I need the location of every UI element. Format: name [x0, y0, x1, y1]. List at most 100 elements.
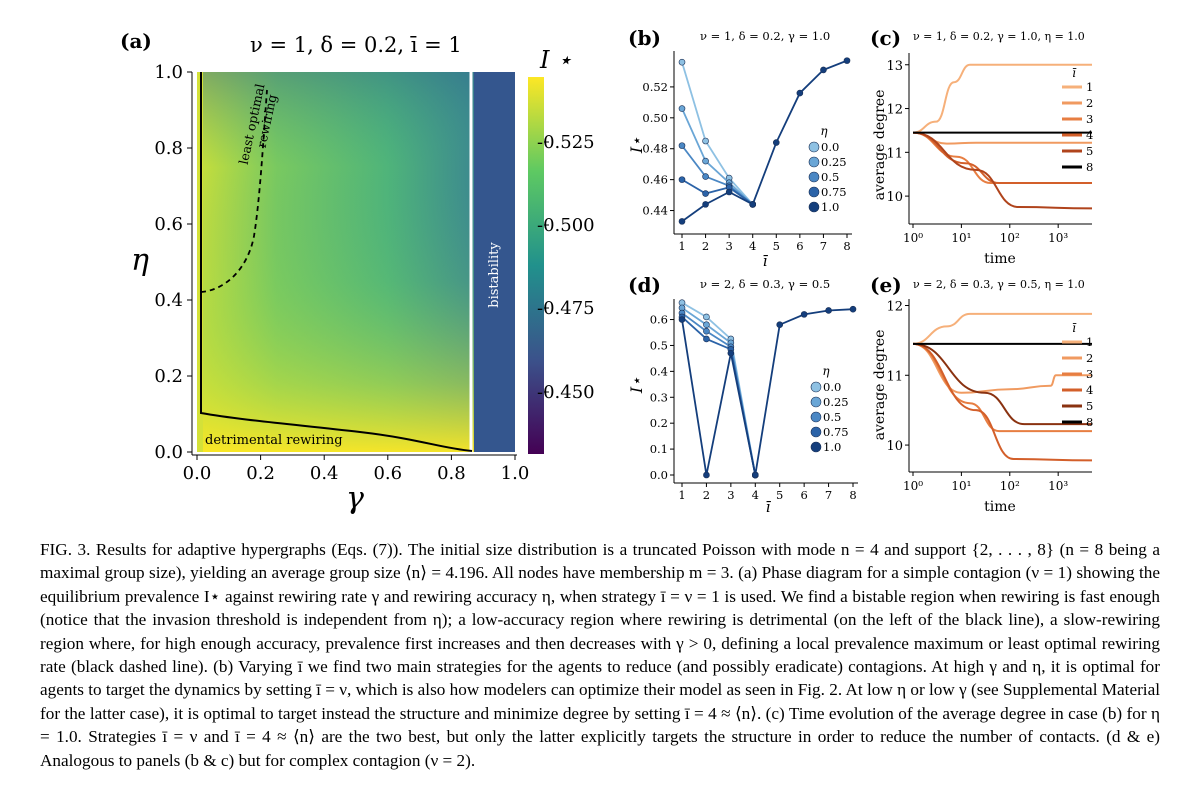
- panel-a-xtick-label: 0.6: [373, 463, 402, 484]
- panel-d-ytick-label: 0.1: [650, 442, 668, 456]
- panel-c-ylabel: average degree: [872, 90, 888, 201]
- panel-b-ytick-label: 0.44: [642, 204, 668, 218]
- panel-d-series-line-eta-0.75: [681, 316, 757, 476]
- panel-d-xtick-label: 3: [727, 488, 734, 502]
- panel-b-title: ν = 1, δ = 0.2, γ = 1.0: [700, 29, 830, 43]
- panel-b-xtick-label: 8: [843, 239, 850, 253]
- legend-entry-label: 2: [1086, 96, 1093, 110]
- panel-b-series-line-eta-1.0: [681, 59, 848, 223]
- panel-b-series-line-eta-0.25: [681, 108, 754, 206]
- figure-caption: FIG. 3. Results for adaptive hypergraphs…: [40, 540, 1160, 770]
- detrimental-label: detrimental rewiring: [205, 433, 343, 448]
- legend-entry-label: 3: [1086, 367, 1093, 381]
- panel-b-data-point: [702, 190, 709, 197]
- panel-b-data-point: [702, 157, 709, 165]
- legend-entry-label: 0.75: [823, 425, 849, 439]
- panel-b-series-line-eta-0.75: [681, 178, 754, 206]
- panel-b-series-line-eta-0.5: [681, 145, 754, 206]
- panel-b-plot: 1 2 3 4 5 6 7 8 0.44 0.46 0.48 0.50 0.52: [642, 51, 852, 253]
- panel-d-series-line-eta-1.0: [681, 308, 854, 476]
- legend-entry-label: 4: [1086, 128, 1093, 142]
- panel-c-series-curve-i-3: [912, 131, 1092, 184]
- panel-a-ylabel: η: [131, 243, 149, 278]
- panel-a-ytick-label: 0.8: [154, 138, 183, 159]
- panel-b-ytick-label: 0.50: [642, 111, 668, 125]
- panel-b-xtick-label: 3: [725, 239, 732, 253]
- heatmap-overlay: [197, 72, 515, 452]
- least-optimal-dashed-line: [200, 89, 268, 293]
- colorbar-tick-label: -0.450: [537, 382, 595, 403]
- panel-d-data-point: [703, 327, 710, 335]
- panel-d-ytick-label: 0.5: [650, 338, 668, 352]
- panel-b-legend: η 0.00.250.50.751.0: [808, 124, 847, 214]
- panel-e-ytick-label: 11: [886, 369, 903, 384]
- panel-d-data-point: [703, 321, 710, 329]
- panel-e-label: (e): [870, 273, 902, 297]
- panel-d-xtick-label: 1: [678, 488, 685, 502]
- panel-a-xticks: 0.0 0.2 0.4 0.6 0.8 1.0: [183, 455, 530, 484]
- legend-entry-label: 5: [1086, 144, 1093, 158]
- panel-b-data-point: [702, 201, 709, 208]
- detrimental-boundary-line: [200, 72, 473, 452]
- panel-e-series-curve-i-5: [912, 342, 1092, 426]
- panel-c-label: (c): [870, 26, 901, 50]
- panel-b-xtick-label: 2: [702, 239, 709, 253]
- panel-b-ytick-label: 0.48: [642, 142, 668, 156]
- panel-d-xtick-label: 2: [703, 488, 710, 502]
- panel-e-series-curve-i-4: [912, 342, 1093, 462]
- panel-b-ylabel: I⋆: [627, 137, 646, 154]
- panel-e-xtick-label: 10¹: [951, 479, 971, 493]
- panel-d-ytick-label: 0.3: [650, 390, 668, 404]
- panel-b-data-point: [678, 105, 686, 112]
- panel-c-ytick-label: 13: [886, 59, 903, 74]
- legend-marker: [810, 441, 822, 453]
- panel-e-xtick-label: 10³: [1048, 479, 1068, 493]
- legend-entry-label: 1: [1086, 80, 1093, 94]
- colorbar: [528, 77, 544, 454]
- legend-marker: [810, 426, 822, 438]
- legend-marker: [810, 411, 822, 423]
- panel-e-ytick-label: 12: [886, 299, 903, 314]
- panel-a-ytick-label: 0.0: [154, 442, 183, 463]
- legend-entry-label: 0.0: [821, 140, 839, 154]
- panel-c-ytick-label: 10: [886, 190, 903, 205]
- bistability-region: [474, 72, 515, 452]
- panel-d-data-point: [800, 311, 808, 318]
- panel-b-data-point: [820, 66, 827, 74]
- panel-b: (b) ν = 1, δ = 0.2, γ = 1.0 I⋆ ī 1 2 3 4 5 6 7…: [627, 26, 852, 270]
- figure: (a) ν = 1, δ = 0.2, ī = 1 bistability le…: [120, 26, 1093, 516]
- panel-d-ylabel: I⋆: [627, 377, 646, 394]
- panel-c-series-curve-i-1: [912, 63, 1092, 134]
- legend-entry-label: 0.25: [821, 155, 847, 169]
- panel-e-xtick-label: 10²: [1000, 479, 1020, 493]
- colorbar-tick-label: -0.475: [537, 298, 595, 319]
- legend-entry-label: 8: [1086, 415, 1093, 429]
- legend-entry-label: 2: [1086, 351, 1093, 365]
- panel-d: (d) ν = 2, δ = 0.3, γ = 0.5 I⋆ ī 1 2 3 4 5 6 7…: [627, 273, 858, 516]
- panel-c: (c) ν = 1, δ = 0.2, γ = 1.0, η = 1.0 ave…: [870, 26, 1093, 267]
- panel-d-data-point: [825, 307, 832, 314]
- colorbar-ticks: -0.525 -0.500 -0.475 -0.450: [537, 132, 595, 403]
- panel-b-data-point: [843, 57, 851, 64]
- panel-a-title: ν = 1, δ = 0.2, ī = 1: [250, 33, 462, 57]
- panel-b-data-point: [678, 142, 686, 149]
- panel-a-xtick-label: 0.4: [310, 463, 339, 484]
- panel-a-ytick-label: 1.0: [154, 62, 183, 83]
- panel-b-data-point: [678, 58, 686, 66]
- panel-a-xtick-label: 0.0: [183, 463, 212, 484]
- panel-e-legend: ī1 2 3 4 5 8: [1062, 321, 1093, 429]
- panel-d-xtick-label: 6: [800, 488, 807, 502]
- panel-c-xlabel: time: [984, 251, 1016, 267]
- panel-d-data-point: [727, 349, 735, 357]
- panel-d-data-point: [849, 305, 857, 313]
- panel-e-ylabel: average degree: [872, 330, 888, 441]
- panel-c-ytick-label: 11: [886, 146, 903, 161]
- legend-marker: [810, 396, 822, 408]
- panel-a-xtick-label: 1.0: [501, 463, 530, 484]
- colorbar-tick-label: -0.525: [537, 132, 595, 153]
- panel-d-legend: η 0.00.250.50.751.0: [810, 364, 849, 454]
- panel-e-series-curve-i-3: [912, 342, 1092, 433]
- panel-d-xtick-label: 4: [752, 488, 759, 502]
